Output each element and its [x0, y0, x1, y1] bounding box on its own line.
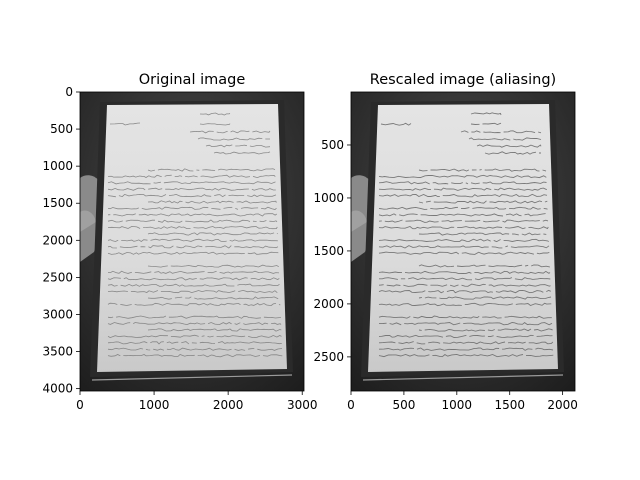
handwriting-stroke — [107, 225, 278, 230]
handwriting-stroke — [107, 219, 278, 223]
x-tick-label: 1500 — [494, 398, 525, 412]
handwriting-stroke — [476, 144, 542, 148]
y-tick-label: 2000 — [313, 297, 344, 311]
handwriting-stroke — [418, 168, 547, 172]
x-tick-label: 1000 — [442, 398, 473, 412]
handwriting-stroke — [378, 206, 548, 210]
handwriting-stroke — [418, 200, 548, 204]
photo-image — [351, 92, 575, 391]
handwriting-stroke — [107, 206, 277, 210]
x-axis: 0 1000 2000 3000 — [76, 391, 317, 412]
handwriting-stroke — [199, 123, 231, 126]
handwriting-stroke — [378, 289, 551, 294]
handwriting-stroke — [107, 193, 277, 198]
photo-image — [80, 92, 304, 391]
y-tick-label: 1500 — [313, 244, 344, 258]
handwriting-stroke — [107, 213, 278, 217]
y-tick-label: 3000 — [42, 307, 73, 321]
y-tick-label: 4000 — [42, 382, 73, 396]
y-tick-label: 1500 — [42, 196, 73, 210]
handwriting-stroke — [378, 174, 547, 179]
handwriting-stroke — [468, 137, 542, 141]
handwriting-stroke — [107, 277, 280, 281]
axes-frame — [79, 91, 305, 392]
handwriting-stroke — [107, 270, 280, 274]
handwriting-stroke — [378, 270, 551, 275]
handwriting-stroke — [378, 353, 554, 358]
y-tick-label: 500 — [321, 138, 344, 152]
handwriting-stroke — [107, 302, 281, 307]
handwriting-stroke — [147, 200, 277, 204]
handwriting-stroke — [107, 354, 283, 358]
x-tick-label: 1000 — [139, 398, 170, 412]
handwriting-stroke — [107, 187, 276, 191]
x-tick-label: 0 — [347, 398, 355, 412]
handwriting-stroke — [378, 219, 549, 223]
handwriting-stroke — [378, 322, 553, 326]
handwriting-stroke — [470, 112, 502, 116]
y-tick-label: 3500 — [42, 345, 73, 359]
handwriting-stroke — [378, 341, 554, 345]
y-axis: 0 500 1000 1500 2000 2500 3000 3500 4000 — [42, 85, 80, 396]
x-tick-label: 0 — [76, 398, 84, 412]
handwriting-stroke — [107, 174, 276, 179]
handwriting-stroke — [378, 187, 547, 191]
handwriting-stroke — [107, 245, 279, 249]
handwriting-stroke — [378, 225, 549, 230]
axes-frame — [350, 91, 576, 392]
handwriting-stroke — [107, 347, 283, 351]
handwriting-stroke — [107, 238, 278, 243]
x-tick-label: 3000 — [287, 398, 318, 412]
handwriting-stroke — [189, 130, 271, 134]
handwriting-stroke — [378, 238, 549, 243]
photo-rescaled — [351, 92, 575, 391]
handwriting-stroke — [380, 122, 412, 126]
handwriting-stroke — [107, 251, 279, 255]
handwriting-stroke — [418, 264, 550, 268]
handwriting-stroke — [484, 151, 541, 155]
handwriting-stroke — [378, 334, 553, 338]
handwriting-stroke — [107, 322, 282, 326]
handwriting-stroke — [378, 315, 552, 319]
handwriting-stroke — [379, 277, 551, 281]
handwriting-stroke — [107, 181, 276, 185]
x-tick-label: 2000 — [547, 398, 578, 412]
handwriting-stroke — [107, 315, 282, 319]
photo-original — [80, 92, 304, 391]
handwriting-stroke — [213, 151, 271, 155]
handwriting-stroke — [418, 296, 552, 300]
handwriting-stroke — [378, 283, 551, 287]
handwriting-stroke — [378, 245, 550, 249]
x-tick-label: 2000 — [213, 398, 244, 412]
y-axis: 500 1000 1500 2000 2500 — [313, 138, 351, 364]
handwriting-stroke — [378, 251, 550, 255]
y-tick-label: 1000 — [313, 191, 344, 205]
y-tick-label: 0 — [65, 85, 73, 99]
handwriting-stroke — [205, 144, 271, 148]
y-tick-label: 1000 — [42, 159, 73, 173]
handwriting-stroke — [378, 347, 554, 351]
y-tick-label: 2000 — [42, 233, 73, 247]
handwriting-stroke — [470, 122, 502, 125]
y-tick-label: 2500 — [42, 270, 73, 284]
x-tick-label: 500 — [392, 398, 415, 412]
handwriting-stroke — [147, 232, 278, 236]
panel-title: Original image — [139, 72, 246, 88]
handwriting-stroke — [378, 302, 552, 307]
handwriting-stroke — [147, 264, 279, 268]
panel-title: Rescaled image (aliasing) — [370, 72, 556, 88]
y-tick-label: 500 — [50, 122, 73, 136]
panel-rescaled: Rescaled image (aliasing) 0 500 1000 1500 20… — [313, 72, 577, 412]
x-axis: 0 500 1000 1500 2000 — [347, 391, 578, 412]
handwriting-stroke — [378, 193, 548, 198]
handwriting-stroke — [418, 328, 553, 332]
handwriting-stroke — [107, 283, 280, 287]
handwriting-stroke — [147, 328, 282, 332]
handwriting-stroke — [460, 130, 542, 134]
handwriting-stroke — [199, 112, 231, 116]
handwriting-stroke — [107, 334, 282, 339]
y-tick-label: 2500 — [313, 350, 344, 364]
panel-original: Original image 0 1000 2000 3000 0 500 1000 150… — [42, 72, 317, 412]
